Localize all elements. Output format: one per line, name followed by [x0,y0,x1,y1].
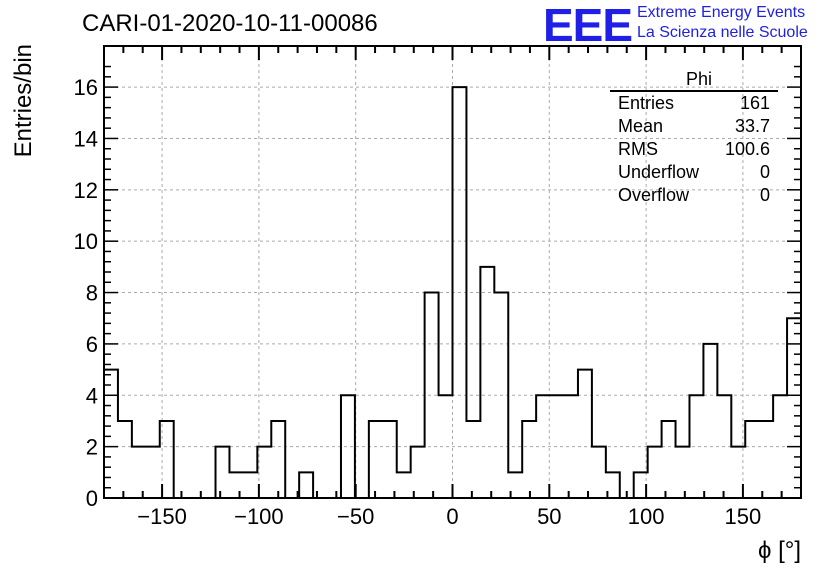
x-axis-label: ϕ [°] [758,537,801,564]
histogram-bin [229,472,243,498]
histogram-bin [397,472,411,498]
stats-value: 161 [739,93,770,113]
histogram-bin [299,472,313,498]
y-tick-label: 14 [74,126,98,151]
histogram-bin [146,447,160,498]
histogram-bin [104,370,118,498]
logo-line-2: La Scienza nelle Scuole [637,24,808,41]
stats-value: 100.6 [724,139,770,159]
x-tick-label: 50 [537,504,561,529]
x-tick-label: −150 [137,504,187,529]
histogram-bin [759,421,773,498]
y-tick-label: 0 [86,486,98,511]
histogram-bin [676,447,690,498]
histogram-bin [369,421,383,498]
histogram-outline [103,86,802,499]
stats-value: 0 [759,185,770,205]
y-tick-label: 2 [86,435,98,460]
histogram-bin [662,421,676,498]
y-tick-label: 8 [86,281,98,306]
x-tick-label: 100 [628,504,665,529]
x-tick-label: −50 [337,504,374,529]
y-axis-label: Entries/bin [10,44,37,157]
stats-label: Mean [618,116,664,136]
eee-logo: EEE [543,0,633,51]
stats-row-rms: RMS 100.6 [610,138,778,161]
logo-line-1: Extreme Energy Events [637,4,806,21]
stats-row-overflow: Overflow 0 [610,184,778,207]
y-tick-label: 16 [74,75,98,100]
chart-title: CARI-01-2020-10-11-00086 [82,10,378,37]
stats-label: Overflow [618,185,690,205]
stats-name: Phi [685,69,712,89]
stats-label: Underflow [618,162,700,182]
y-tick-label: 10 [74,229,98,254]
stats-value: 33.7 [734,116,770,136]
x-tick-label: −100 [234,504,284,529]
histogram-bin [411,447,425,498]
stats-label: RMS [618,139,658,159]
histogram-bin [703,344,717,498]
histogram-bin [383,421,397,498]
histogram-bin [745,421,759,498]
stats-value: 0 [759,162,770,182]
stats-divider [610,90,778,92]
stats-label: Entries [618,93,675,113]
stats-box: Phi Entries 161 Mean 33.7 RMS 100.6 Unde… [610,68,778,207]
histogram-bin [787,318,801,498]
y-tick-label: 6 [86,332,98,357]
stats-row-underflow: Underflow 0 [610,161,778,184]
x-tick-label: 0 [446,504,458,529]
y-tick-label: 12 [74,178,98,203]
histogram-bin [522,421,536,498]
histogram-bin [689,395,703,498]
histogram-bin [271,421,285,498]
x-tick-label: 150 [725,504,762,529]
stats-row-mean: Mean 33.7 [610,115,778,138]
histogram-bin [466,421,480,498]
histogram-bin [132,447,146,498]
y-tick-label: 4 [86,383,98,408]
histogram-bin [118,421,132,498]
histogram-bin [648,447,662,498]
histogram-bin [592,447,606,498]
histogram-bin [480,267,494,498]
histogram-bin [243,472,257,498]
histogram-bin [216,447,230,498]
stats-row-entries: Entries 161 [610,92,778,115]
histogram-bin [578,370,592,498]
